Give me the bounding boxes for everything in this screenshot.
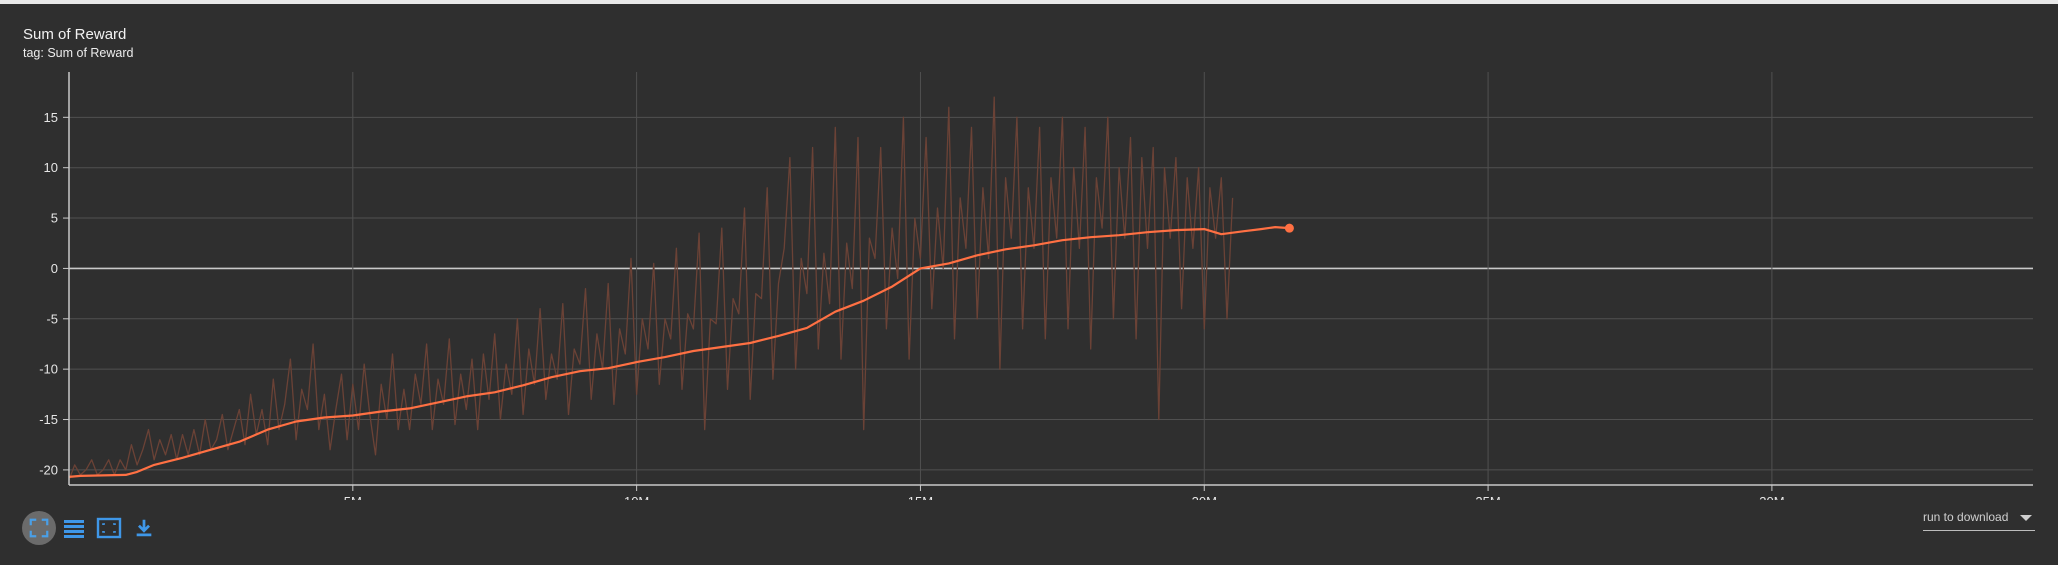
chart-toolbar <box>22 511 162 545</box>
axes <box>63 72 2033 491</box>
grid <box>69 72 2033 485</box>
tick-labels: -20 -15 -10 -5 0 5 10 15 5M 10M 15M 20M 25M 30M <box>39 110 1784 500</box>
run-select-label: run to download <box>1923 510 2009 524</box>
toggle-log-scale-icon <box>64 520 84 538</box>
smoothed-reward-line <box>68 226 1290 478</box>
data-selection-icon <box>96 517 122 539</box>
x-tick-label: 30M <box>1759 494 1784 500</box>
x-tick-label: 15M <box>908 494 933 500</box>
download-button[interactable] <box>127 511 161 545</box>
x-tick-label: 10M <box>624 494 649 500</box>
raw-series <box>68 96 1234 481</box>
y-tick-label: 15 <box>44 110 58 125</box>
x-tick-label: 5M <box>344 494 362 500</box>
y-tick-label: 10 <box>44 160 58 175</box>
download-icon <box>136 519 152 537</box>
top-border <box>0 0 2058 4</box>
run-to-download-select[interactable]: run to download <box>1923 510 2035 531</box>
smoothed-series <box>68 223 1294 478</box>
y-tick-label: -5 <box>46 311 58 326</box>
chevron-down-icon <box>2020 515 2032 521</box>
x-tick-label: 20M <box>1192 494 1217 500</box>
y-tick-label: -20 <box>39 462 58 477</box>
toggle-log-scale-button[interactable] <box>57 511 91 545</box>
card-title: Sum of Reward <box>23 26 127 43</box>
y-tick-label: 0 <box>51 261 58 276</box>
y-tick-label: 5 <box>51 211 58 226</box>
y-tick-label: -10 <box>39 362 58 377</box>
fit-domain-button[interactable] <box>22 511 56 545</box>
reward-chart[interactable]: -20 -15 -10 -5 0 5 10 15 5M 10M 15M 20M 25M 30M <box>0 60 2058 500</box>
last-value-marker <box>1284 223 1294 233</box>
y-tick-label: -15 <box>39 412 58 427</box>
fit-domain-icon <box>29 518 49 538</box>
card-subtitle: tag: Sum of Reward <box>23 46 134 60</box>
x-tick-label: 25M <box>1475 494 1500 500</box>
data-selection-button[interactable] <box>92 511 126 545</box>
raw-reward-line <box>68 96 1234 481</box>
